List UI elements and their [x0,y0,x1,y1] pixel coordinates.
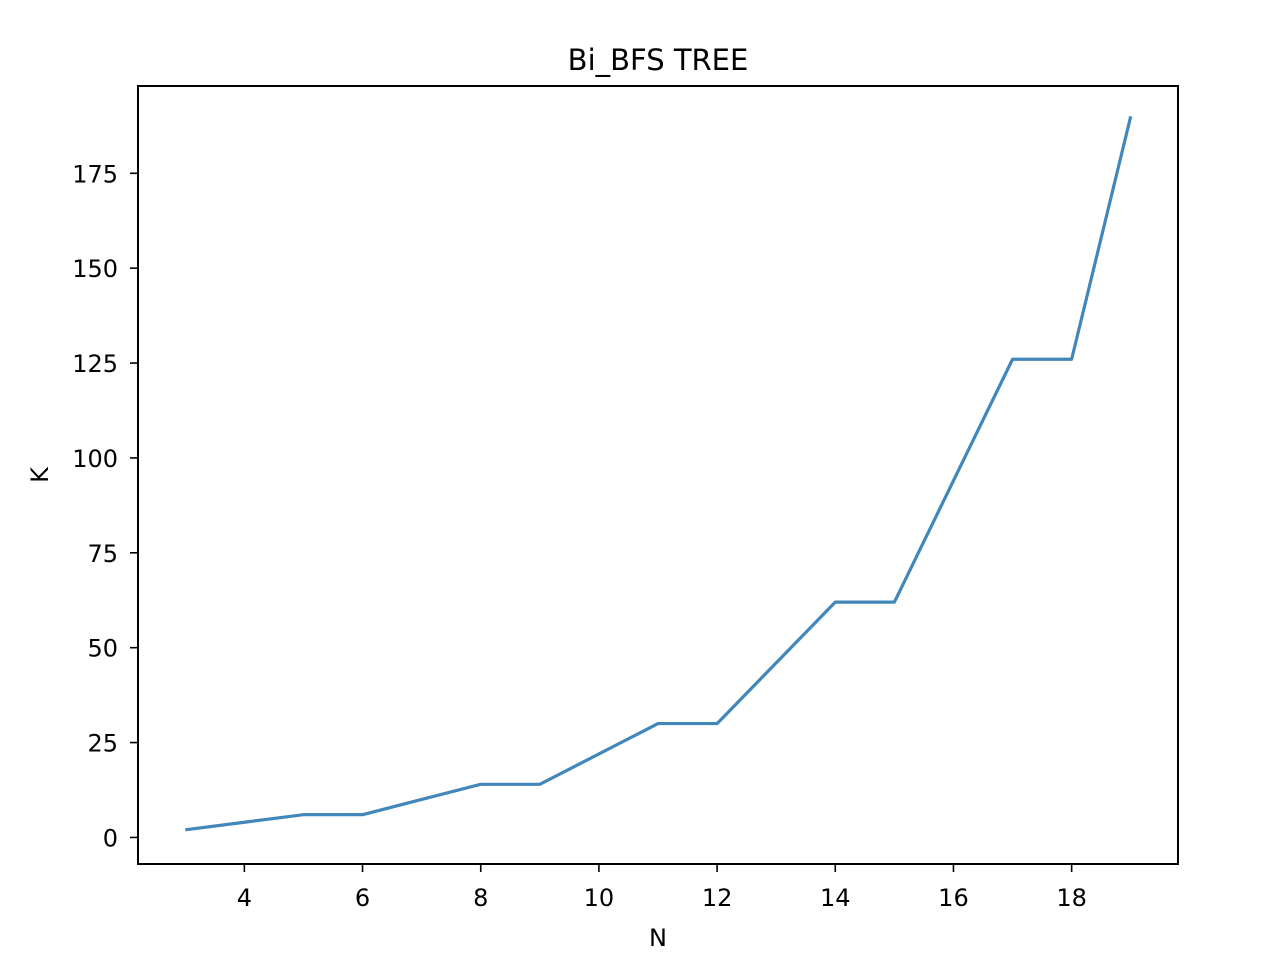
plot-area [185,115,1133,832]
x-tick-label: 8 [473,884,488,912]
y-tick-label: 0 [103,824,118,852]
y-axis: 0 25 50 75 100 125 150 175 [72,160,138,852]
x-tick-label: 6 [355,884,370,912]
y-tick-label: 75 [87,540,118,568]
y-tick-label: 125 [72,350,118,378]
chart-title: Bi_BFS TREE [568,43,749,77]
series-line [185,115,1133,832]
x-axis: 4 6 8 10 12 14 16 18 [237,864,1087,912]
x-tick-label: 18 [1056,884,1087,912]
x-tick-label: 12 [702,884,733,912]
x-tick-label: 16 [938,884,969,912]
y-tick-label: 100 [72,445,118,473]
y-tick-label: 50 [87,635,118,663]
plot-frame [137,85,1179,865]
x-tick-label: 10 [584,884,615,912]
y-axis-label: K [26,466,54,483]
x-axis-label: N [649,924,667,952]
x-tick-label: 4 [237,884,252,912]
y-tick-label: 150 [72,255,118,283]
y-tick-label: 175 [72,160,118,188]
y-tick-label: 25 [87,730,118,758]
x-tick-label: 14 [820,884,851,912]
